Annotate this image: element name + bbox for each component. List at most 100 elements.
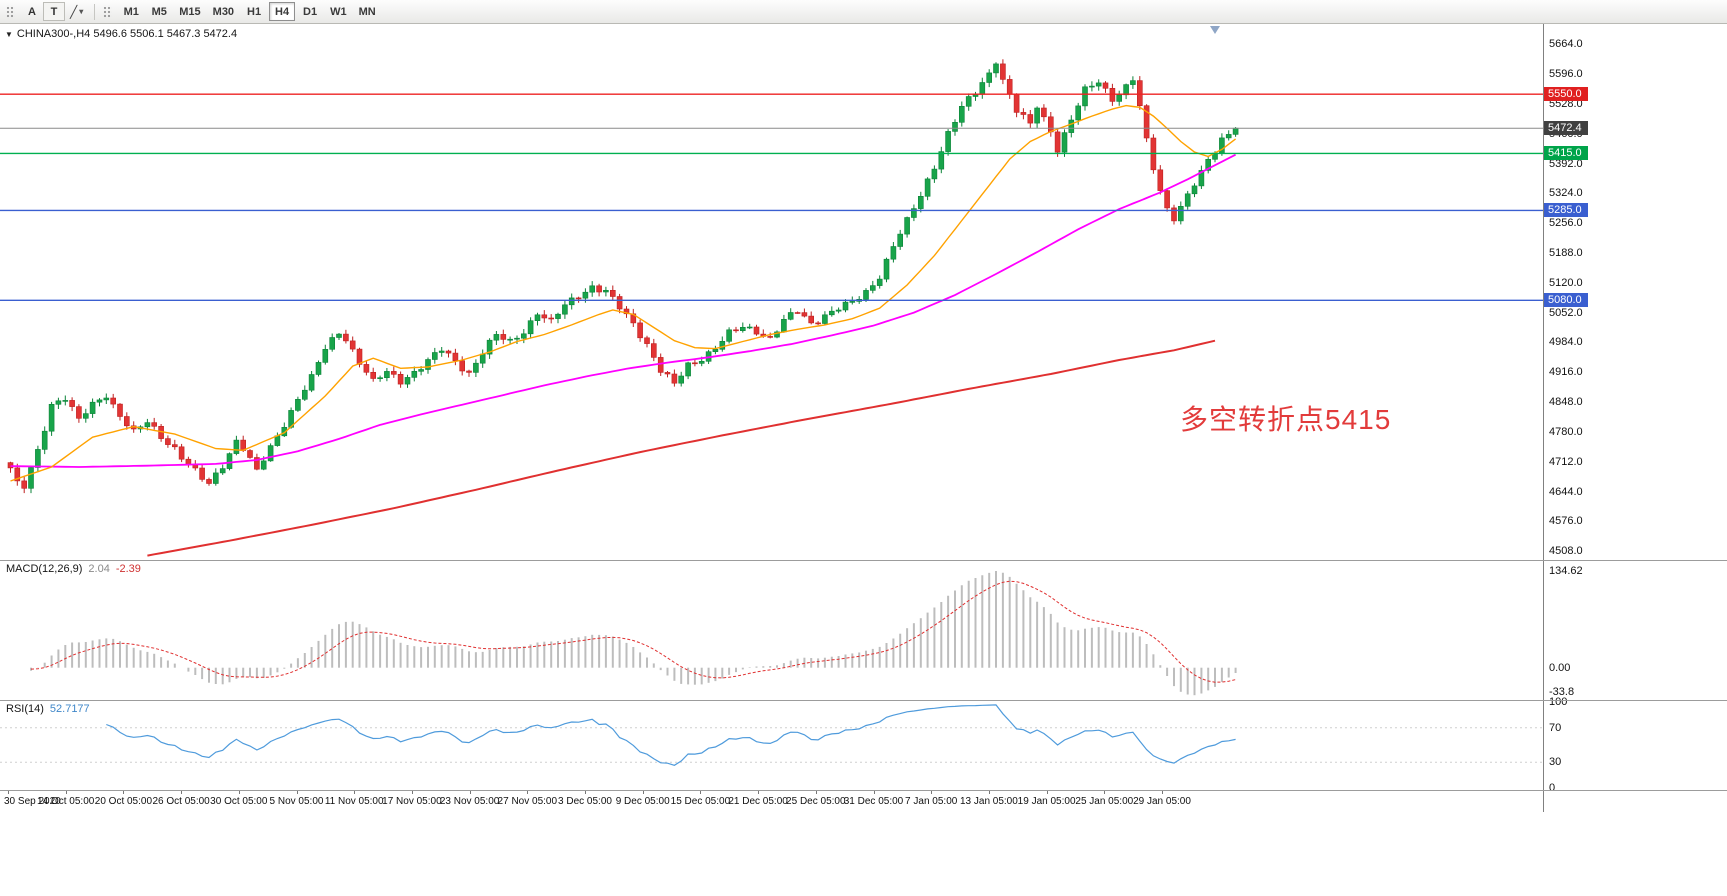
- price-axis-label: 4712.0: [1549, 455, 1583, 468]
- timeframe-button-D1[interactable]: D1: [297, 2, 323, 21]
- price-axis-label: 4984.0: [1549, 336, 1583, 349]
- trendline-icon: ╱: [70, 4, 78, 19]
- timeframe-button-M1[interactable]: M1: [118, 2, 144, 21]
- price-tag-5415.0: 5415.0: [1544, 146, 1588, 161]
- time-axis-tick: [700, 790, 702, 794]
- chart-shift-marker[interactable]: [1210, 26, 1220, 34]
- macd-signal-line: [30, 580, 1236, 683]
- rsi-label: RSI(14) 52.7177: [6, 703, 90, 715]
- time-axis-tick: [296, 790, 298, 794]
- time-axis-tick: [758, 790, 760, 794]
- chart-text-annotation[interactable]: 多空转折点5415: [1180, 404, 1392, 435]
- time-axis-tick: [1104, 790, 1106, 794]
- price-tag-5550.0: 5550.0: [1544, 87, 1588, 102]
- rsi-panel: RSI(14) 52.7177: [0, 700, 1543, 790]
- price-axis[interactable]: 5664.05596.05528.05460.05392.05324.05256…: [1543, 24, 1727, 812]
- time-axis-tick: [354, 790, 356, 794]
- price-axis-label: 4848.0: [1549, 396, 1583, 409]
- draw-tools-button[interactable]: ╱ ▾: [65, 2, 88, 21]
- timeframe-button-M5[interactable]: M5: [146, 2, 172, 21]
- time-axis-label: 15 Dec 05:00: [670, 796, 731, 807]
- price-axis-label: 5256.0: [1549, 217, 1583, 230]
- rsi-axis-label: 100: [1549, 696, 1568, 708]
- time-axis-tick: [1162, 790, 1163, 794]
- time-axis-label: 11 Nov 05:00: [324, 796, 384, 807]
- time-axis-tick: [181, 790, 183, 794]
- price-axis-label: 4644.0: [1549, 485, 1583, 498]
- rsi-canvas[interactable]: [0, 700, 1543, 790]
- macd-axis-label: 0.00: [1549, 661, 1571, 674]
- time-axis-label: 7 Jan 05:00: [905, 796, 958, 807]
- time-axis-tick: [815, 790, 817, 794]
- time-axis-label: 17 Nov 05:00: [382, 796, 442, 807]
- time-axis-label: 31 Dec 05:00: [843, 796, 904, 807]
- price-axis-label: 5664.0: [1549, 38, 1583, 51]
- rsi-name: RSI(14): [6, 703, 44, 715]
- time-axis-label: 27 Nov 05:00: [497, 796, 558, 807]
- symbol-line-text: CHINA300-,H4 5496.6 5506.1 5467.3 5472.4: [16, 28, 238, 40]
- rsi-axis-label: 70: [1549, 721, 1562, 734]
- time-axis-tick: [123, 790, 125, 794]
- time-axis-label: 19 Jan 05:00: [1017, 796, 1076, 807]
- price-tag-5472.4: 5472.4: [1544, 121, 1588, 136]
- price-axis-label: 5188.0: [1549, 246, 1583, 259]
- time-axis-tick: [469, 790, 471, 794]
- time-axis-tick: [1046, 790, 1048, 794]
- macd-panel-separator[interactable]: [0, 560, 1727, 561]
- timeframe-button-H1[interactable]: H1: [241, 2, 267, 21]
- time-axis-label: 26 Oct 05:00: [152, 796, 210, 807]
- macd-panel: MACD(12,26,9) 2.04 -2.39: [0, 560, 1543, 700]
- price-axis-label: 4780.0: [1549, 425, 1583, 438]
- time-axis-tick: [585, 790, 586, 794]
- macd-main-value: 2.04: [88, 563, 110, 575]
- time-axis-label: 9 Dec 05:00: [615, 796, 670, 807]
- time-axis-label: 30 Sep 2020: [4, 796, 61, 807]
- time-axis-tick: [642, 790, 644, 794]
- price-axis-label: 4576.0: [1549, 515, 1583, 528]
- timeframe-button-H4[interactable]: H4: [269, 2, 296, 21]
- text-annotation-tool-button[interactable]: A: [21, 2, 43, 21]
- time-axis-label: 25 Jan 05:00: [1075, 796, 1134, 807]
- time-axis-tick: [931, 790, 933, 794]
- price-axis-label: 5596.0: [1549, 68, 1583, 80]
- toolbar-grip[interactable]: [6, 4, 15, 19]
- rsi-panel-separator[interactable]: [0, 700, 1727, 701]
- rsi-axis-label: 30: [1549, 756, 1562, 769]
- time-axis-tick: [411, 790, 413, 794]
- time-axis-label: 14 Oct 05:00: [37, 796, 95, 807]
- time-axis-label: 23 Nov 05:00: [439, 796, 500, 807]
- time-axis-tick: [238, 790, 240, 794]
- ma-mid-line[interactable]: [10, 153, 1237, 468]
- price-axis-label: 4916.0: [1549, 366, 1583, 379]
- time-axis-label: 3 Dec 05:00: [558, 796, 612, 807]
- time-axis-tick: [8, 790, 9, 794]
- rsi-line: [106, 704, 1236, 766]
- time-axis-label: 21 Dec 05:00: [728, 796, 788, 807]
- main-chart-canvas[interactable]: [0, 24, 1543, 560]
- main-chart-panel: ▼ CHINA300-,H4 5496.6 5506.1 5467.3 5472.…: [0, 24, 1543, 560]
- macd-canvas[interactable]: [0, 560, 1543, 700]
- ma-slow-line[interactable]: [147, 339, 1216, 557]
- toolbar: A T ╱ ▾ M1 M5 M15 M30 H1 H4 D1 W1 MN: [0, 0, 1727, 24]
- price-axis-label: 5392.0: [1549, 157, 1583, 170]
- ma-fast-line[interactable]: [10, 104, 1237, 482]
- time-axis-label: 5 Nov 05:00: [269, 796, 324, 807]
- price-axis-label: 5120.0: [1549, 276, 1583, 289]
- price-tag-5080.0: 5080.0: [1544, 293, 1588, 308]
- one-click-trading-arrow-icon[interactable]: ▼: [5, 30, 13, 39]
- timeframe-button-W1[interactable]: W1: [325, 2, 352, 21]
- rsi-value: 52.7177: [49, 703, 90, 715]
- timeframe-button-MN[interactable]: MN: [354, 2, 381, 21]
- price-tag-5285.0: 5285.0: [1544, 203, 1588, 218]
- text-label-tool-button[interactable]: T: [43, 2, 65, 21]
- time-axis[interactable]: 30 Sep 2020 14 Oct 05:00 20 Oct 05:00 26 Oc…: [0, 790, 1727, 814]
- timeframe-button-M30[interactable]: M30: [208, 2, 239, 21]
- macd-histogram: [30, 571, 1237, 696]
- timeframe-group: M1 M5 M15 M30 H1 H4 D1 W1 MN: [118, 2, 380, 21]
- macd-signal-value: -2.39: [115, 563, 141, 575]
- price-axis-label: 4508.0: [1549, 545, 1583, 558]
- timeframe-button-M15[interactable]: M15: [174, 2, 205, 21]
- candles-layer: [7, 59, 1239, 494]
- time-axis-tick: [65, 790, 67, 794]
- timeframe-toolbar-grip[interactable]: [103, 4, 113, 19]
